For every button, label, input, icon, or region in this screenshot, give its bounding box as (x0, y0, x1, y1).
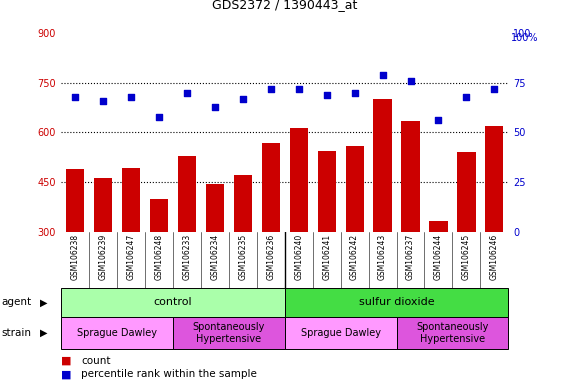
Bar (234, 175, 252, 332)
Point (126, 93, 135, 99)
Text: GSM106245: GSM106245 (462, 234, 471, 280)
Text: ▶: ▶ (40, 328, 47, 338)
Text: 100%: 100% (511, 33, 539, 43)
Point (462, 93, 471, 99)
Bar (397, 317, 508, 349)
Point (294, 86, 303, 92)
Text: GSM106237: GSM106237 (406, 234, 415, 280)
Text: GSM106236: GSM106236 (266, 234, 275, 280)
Point (70, 93, 80, 99)
Text: Sprague Dawley: Sprague Dawley (300, 328, 381, 338)
Text: count: count (81, 356, 111, 366)
Text: percentile rank within the sample: percentile rank within the sample (81, 369, 257, 379)
Text: ■: ■ (61, 369, 71, 379)
Bar (66, 169, 84, 332)
Bar (285, 288, 508, 317)
Bar (289, 129, 308, 332)
Bar (122, 169, 140, 332)
Point (378, 71, 387, 78)
Bar (206, 184, 224, 332)
Text: GSM106244: GSM106244 (434, 234, 443, 280)
Bar (318, 151, 336, 332)
Text: sulfur dioxide: sulfur dioxide (358, 297, 435, 308)
Point (98, 98, 107, 104)
Text: GSM106247: GSM106247 (127, 234, 135, 280)
Text: GSM106248: GSM106248 (155, 234, 163, 280)
Point (238, 96, 248, 102)
Text: GSM106241: GSM106241 (322, 234, 331, 280)
Point (154, 113, 163, 119)
Point (210, 103, 220, 109)
Text: Spontaneously
Hypertensive: Spontaneously Hypertensive (192, 322, 265, 344)
Text: agent: agent (1, 297, 31, 308)
Bar (429, 221, 447, 332)
Point (434, 118, 443, 124)
Point (490, 86, 499, 92)
Point (266, 86, 275, 92)
Bar (150, 199, 168, 332)
Bar (173, 317, 285, 349)
Bar (61, 288, 285, 317)
Text: GSM106240: GSM106240 (294, 234, 303, 280)
Bar (457, 152, 475, 332)
Point (182, 89, 192, 96)
Bar (485, 126, 504, 332)
Bar (94, 178, 112, 332)
Text: GDS2372 / 1390443_at: GDS2372 / 1390443_at (212, 0, 357, 12)
Text: ■: ■ (61, 356, 71, 366)
Bar (285, 317, 397, 349)
Text: Spontaneously
Hypertensive: Spontaneously Hypertensive (416, 322, 489, 344)
Bar (261, 143, 280, 332)
Text: ▶: ▶ (40, 297, 47, 308)
Text: GSM106235: GSM106235 (238, 234, 248, 280)
Text: GSM106246: GSM106246 (490, 234, 499, 280)
Bar (374, 99, 392, 332)
Bar (401, 121, 419, 332)
Bar (61, 317, 173, 349)
Text: strain: strain (1, 328, 31, 338)
Text: GSM106243: GSM106243 (378, 234, 387, 280)
Point (350, 89, 359, 96)
Text: GSM106233: GSM106233 (182, 234, 191, 280)
Bar (178, 156, 196, 332)
Text: control: control (153, 297, 192, 308)
Text: GSM106242: GSM106242 (350, 234, 359, 280)
Text: Sprague Dawley: Sprague Dawley (77, 328, 157, 338)
Point (406, 78, 415, 84)
Text: GSM106238: GSM106238 (70, 234, 80, 280)
Bar (346, 146, 364, 332)
Text: GSM106239: GSM106239 (98, 234, 107, 280)
Text: GSM106234: GSM106234 (210, 234, 219, 280)
Point (322, 91, 331, 98)
